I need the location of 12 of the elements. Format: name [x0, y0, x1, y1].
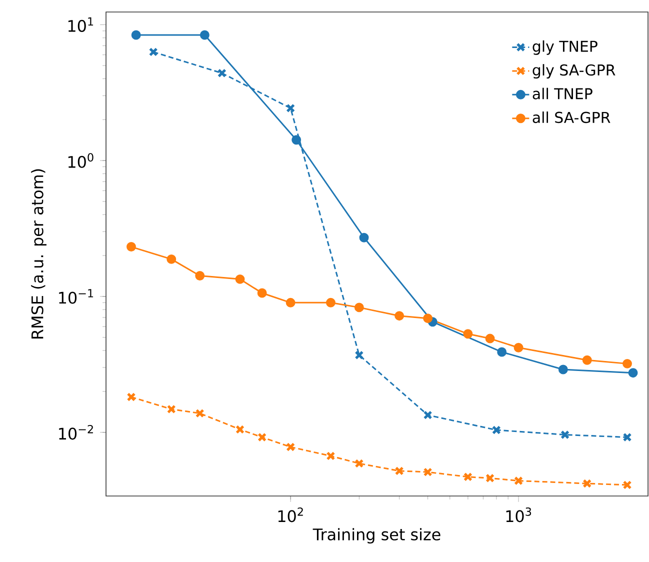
y-tick-label: 10$^{0}$: [68, 153, 94, 168]
legend-label: gly SA-GPR: [532, 64, 616, 79]
x-axis-title: Training set size: [312, 528, 440, 544]
legend-label: all TNEP: [532, 88, 592, 100]
legend-label: gly TNEP: [532, 40, 598, 55]
legend-label: all SA-GPR: [532, 112, 610, 124]
y-axis-title: RMSE (a.u. per atom): [31, 169, 46, 338]
y-tick-label: 10$^{−2}$: [59, 424, 93, 440]
x-tick-label: 10$^{3}$: [506, 507, 532, 522]
y-tick-label: 10$^{−1}$: [59, 289, 94, 304]
y-tick-label: 10$^{1}$: [68, 17, 94, 32]
x-tick-label: 10$^{2}$: [278, 507, 303, 522]
